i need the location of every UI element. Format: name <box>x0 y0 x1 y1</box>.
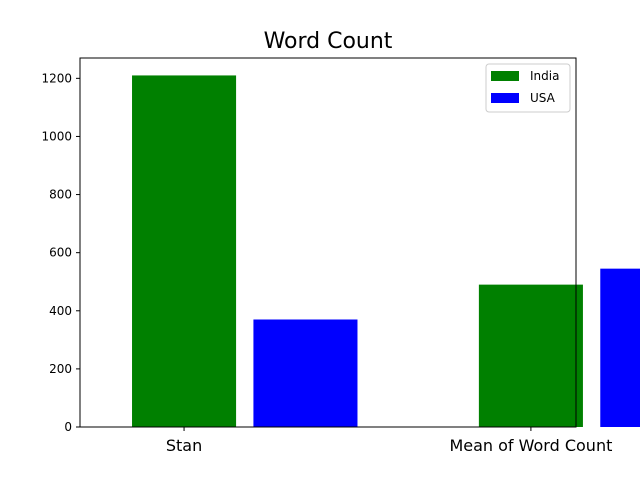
y-tick-label: 1000 <box>41 129 72 143</box>
bars-group <box>132 75 640 427</box>
bar-usa-1 <box>600 268 640 427</box>
y-tick-label: 400 <box>49 304 72 318</box>
y-tick-label: 800 <box>49 188 72 202</box>
legend-swatch-usa <box>491 93 519 103</box>
legend: India USA <box>485 63 571 113</box>
y-tick-label: 0 <box>64 420 72 434</box>
x-axis: Stan Mean of Word Count <box>166 427 612 455</box>
y-tick-label: 1200 <box>41 71 72 85</box>
legend-label-india: India <box>530 69 559 83</box>
x-category-label: Stan <box>166 436 202 455</box>
x-category-label: Mean of Word Count <box>449 436 612 455</box>
chart-title: Word Count <box>264 29 393 54</box>
y-tick-label: 200 <box>49 362 72 376</box>
plot-frame <box>79 57 577 428</box>
bar-india-0 <box>132 75 237 427</box>
legend-label-usa: USA <box>530 91 556 105</box>
y-tick-label: 600 <box>49 246 72 260</box>
legend-swatch-india <box>491 71 519 81</box>
y-axis: 0 200 400 600 800 1000 1200 <box>41 71 80 434</box>
bar-usa-0 <box>253 319 358 427</box>
bar-india-1 <box>478 284 583 427</box>
